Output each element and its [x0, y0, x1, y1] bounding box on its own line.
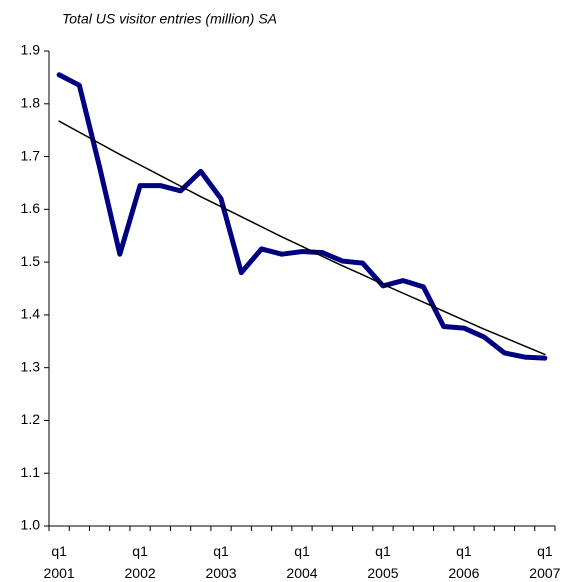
x-tick-label: q1 2003 — [205, 543, 237, 581]
y-tick-label: 1.8 — [21, 94, 41, 110]
x-tick-label: q1 2002 — [124, 543, 156, 581]
y-tick-label: 1.5 — [21, 253, 41, 269]
x-tick-label: q1 2007 — [529, 543, 561, 581]
y-tick-label: 1.9 — [21, 42, 41, 58]
x-tick-label: q1 2005 — [367, 543, 399, 581]
trend-line — [58, 120, 546, 356]
x-tick-label: q1 2006 — [448, 543, 480, 581]
y-tick-label: 1.3 — [21, 358, 41, 374]
chart-title: Total US visitor entries (million) SA — [62, 11, 277, 27]
y-tick-label: 1.7 — [21, 147, 41, 163]
x-tick-label: q1 2004 — [286, 543, 318, 581]
data-line — [56, 72, 548, 361]
y-tick-label: 1.2 — [21, 411, 41, 427]
y-tick-label: 1.0 — [21, 517, 41, 533]
y-tick-label: 1.1 — [21, 464, 41, 480]
y-tick-label: 1.6 — [21, 200, 41, 216]
y-tick-label: 1.4 — [21, 306, 41, 322]
x-tick-label: q1 2001 — [43, 543, 75, 581]
